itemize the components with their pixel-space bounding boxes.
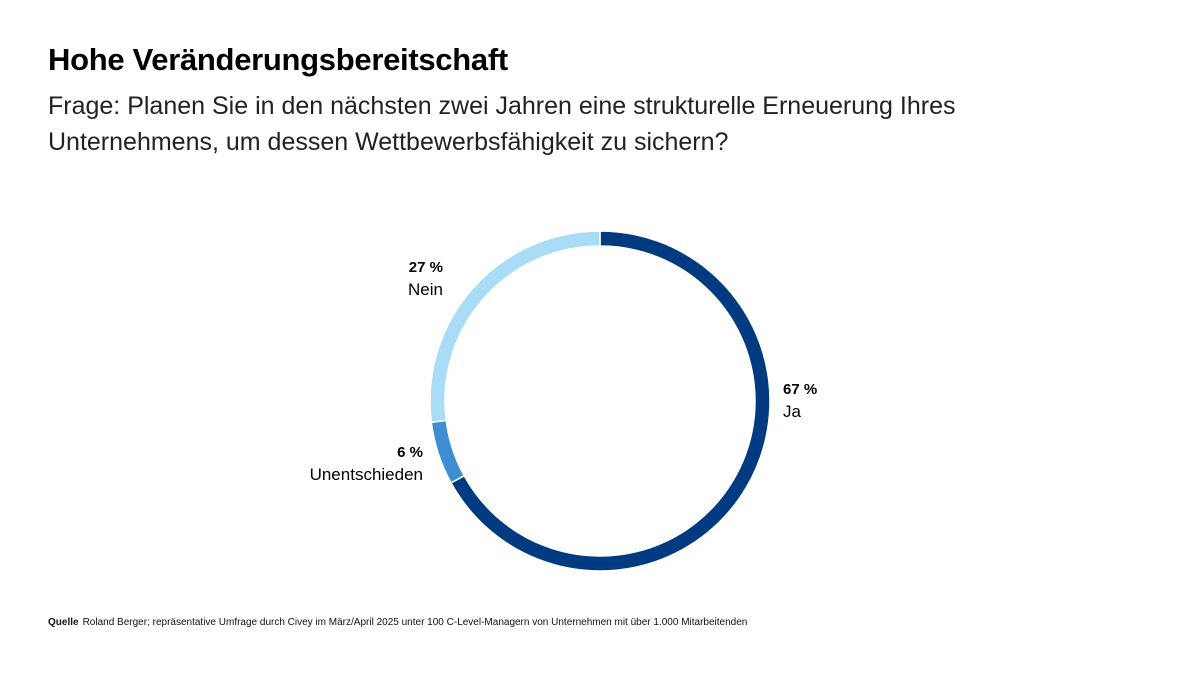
label-ja: 67 % Ja: [783, 379, 817, 423]
value-label-ja: 67 %: [783, 381, 818, 398]
source-text: Roland Berger; repräsentative Umfrage du…: [82, 617, 748, 628]
category-label-nein: Nein: [408, 280, 443, 299]
page-subtitle: Frage: Planen Sie in den nächsten zwei J…: [48, 92, 956, 156]
category-label-ja: Ja: [783, 402, 801, 421]
value-label-nein: 27 %: [408, 259, 443, 276]
label-nein: 27 % Nein: [408, 257, 443, 301]
source-note: Quelle Roland Berger; repräsentative Umfr…: [48, 617, 747, 628]
value-label-unentschieden: 6 %: [397, 444, 423, 461]
donut-slice-unentschieden: [430, 419, 466, 484]
donut-slice-nein: [429, 230, 601, 424]
label-unentschieden: 6 % Unentschieden: [310, 442, 423, 486]
category-label-unentschieden: Unentschieden: [309, 465, 423, 484]
source-label: Quelle: [48, 617, 79, 628]
page-title: Hohe Veränderungsbereitschaft: [48, 42, 508, 77]
